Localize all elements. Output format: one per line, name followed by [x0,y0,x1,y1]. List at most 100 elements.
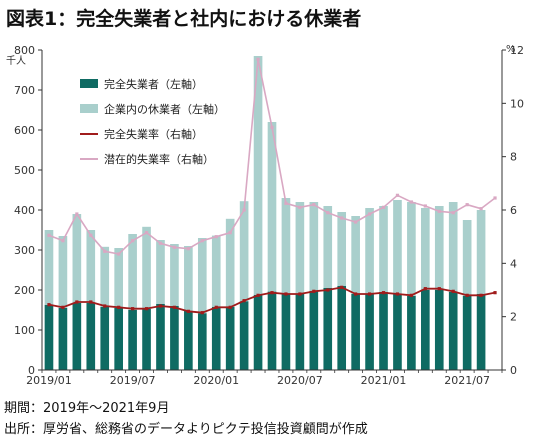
bar-unemployed [462,296,472,370]
point-latent-rate [61,239,65,243]
bar-unemployed [379,292,388,370]
bar-furloughed [72,214,82,303]
point-unemployment-rate [242,299,246,303]
legend-label: 完全失業者（左軸） [104,77,203,91]
point-unemployment-rate [465,293,469,297]
legend: 完全失業者（左軸） 企業内の休業者（左軸） 完全失業率（右軸） 潜在的失業率（右軸） [80,77,225,166]
bar-furloughed [295,202,305,294]
point-latent-rate [117,252,121,256]
point-unemployment-rate [381,291,386,295]
bar-furloughed [86,230,96,303]
left-tick-label: 700 [14,84,35,97]
bar-unemployed [239,301,249,370]
chart: 0 100 200 300 400 500 600 700 800 0 2 4 6 8 10 12 千人% 201… [6,44,524,386]
point-unemployment-rate [131,307,135,311]
left-tick-label: 200 [14,284,35,297]
bar-furloughed [170,244,179,306]
point-unemployment-rate [89,300,93,304]
bar-furloughed [448,202,458,292]
bar-unemployed [407,296,416,370]
bars-group [44,56,486,370]
point-latent-rate [437,209,441,213]
bar-furloughed [239,201,249,302]
point-latent-rate [47,233,51,237]
bar-unemployed [44,304,54,370]
point-latent-rate [340,216,344,220]
point-latent-rate [367,212,372,216]
bar-unemployed [253,294,263,370]
point-unemployment-rate [340,285,344,289]
bar-furloughed [281,198,291,294]
bar-furloughed [421,208,430,290]
left-axis-unit: 千人 [6,55,26,67]
point-unemployment-rate [451,289,455,293]
point-latent-rate [256,57,260,61]
legend-label: 完全失業率（右軸） [104,127,203,141]
point-unemployment-rate [437,287,441,291]
bar-unemployed [156,304,165,370]
bar-furloughed [351,216,360,294]
point-latent-rate [75,212,79,216]
bar-unemployed [72,302,82,370]
bar-unemployed [86,302,96,370]
point-unemployment-rate [144,307,149,311]
point-latent-rate [186,247,190,251]
point-unemployment-rate [61,305,65,309]
bar-furloughed [337,212,347,286]
left-tick-label: 500 [14,164,35,177]
point-latent-rate [284,201,288,205]
point-latent-rate [479,207,483,211]
left-tick-label: 800 [14,44,35,57]
point-unemployment-rate [395,292,400,296]
bar-furloughed [211,235,221,307]
bar-furloughed [197,238,207,314]
right-tick-label: 10 [510,97,524,110]
bar-unemployed [197,313,207,370]
point-unemployment-rate [158,304,163,308]
point-latent-rate [451,211,455,215]
point-latent-rate [270,125,274,129]
point-unemployment-rate [228,305,232,309]
point-latent-rate [354,220,358,224]
right-axis-unit: % [506,44,516,55]
bar-furloughed [393,200,402,294]
point-latent-rate [326,211,330,215]
bar-furloughed [225,218,235,307]
point-latent-rate [465,203,469,207]
left-tick-label: 600 [14,124,35,137]
point-latent-rate [200,239,204,243]
point-unemployment-rate [493,291,497,295]
bar-furloughed [184,246,193,311]
point-unemployment-rate [367,292,372,296]
x-tick-label: 2021/01 [361,374,407,386]
legend-swatch [80,104,98,113]
x-tick-label: 2020/07 [277,374,323,386]
point-latent-rate [242,208,246,212]
bar-furloughed [58,236,68,308]
point-latent-rate [131,239,135,243]
bar-furloughed [379,206,388,292]
bar-unemployed [476,294,486,370]
right-tick-label: 8 [510,151,517,164]
x-tick-label: 2021/07 [444,374,490,386]
point-unemployment-rate [75,300,79,304]
point-unemployment-rate [326,288,330,292]
point-latent-rate [89,233,93,237]
footer-period: 期間：2019年～2021年9月 [4,401,170,416]
bar-furloughed [100,246,110,307]
bar-unemployed [295,294,305,370]
point-unemployment-rate [354,292,358,296]
point-latent-rate [144,231,149,235]
bar-furloughed [434,206,444,290]
legend-label: 潜在的失業率（右軸） [104,152,214,166]
bar-unemployed [448,292,458,370]
bar-furloughed [365,208,374,294]
bar-unemployed [337,286,347,370]
point-unemployment-rate [312,289,316,293]
lines-group [47,57,497,315]
point-unemployment-rate [214,305,218,309]
bar-unemployed [100,306,110,370]
x-tick-label: 2020/01 [193,374,239,386]
bar-unemployed [225,306,235,370]
bar-unemployed [351,294,360,370]
